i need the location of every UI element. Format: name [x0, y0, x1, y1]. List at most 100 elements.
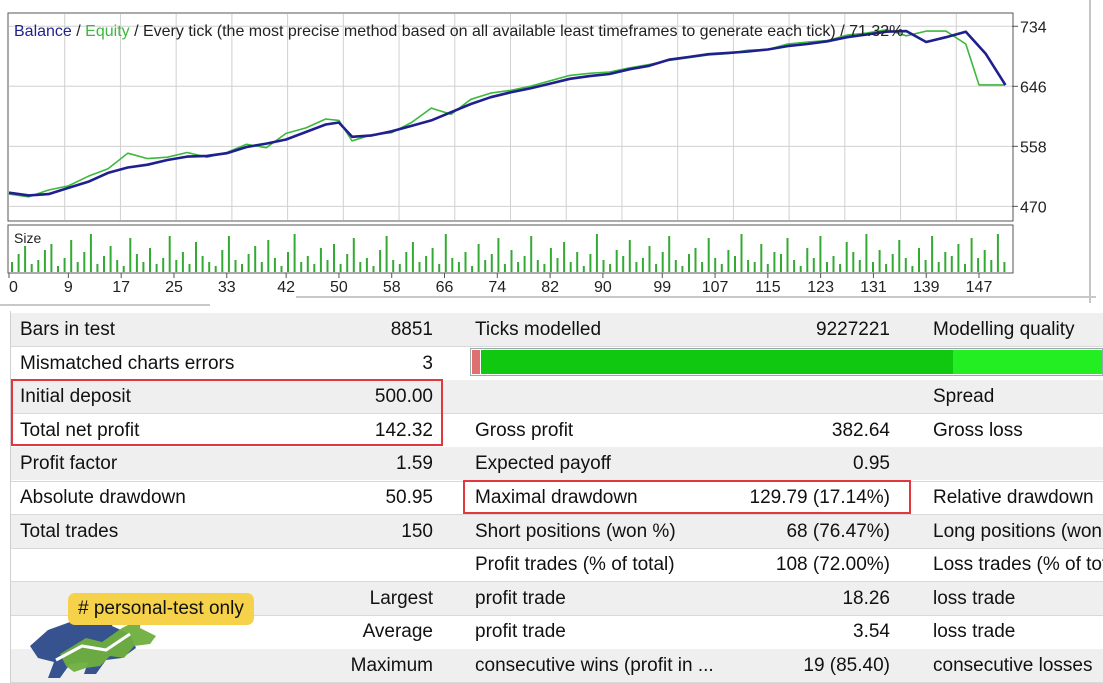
row-label-2: profit trade: [475, 587, 566, 609]
row-label-3: [933, 447, 1103, 480]
x-tick-label: 90: [594, 279, 612, 296]
row-label-3: Gross loss: [933, 419, 1023, 441]
y-tick-label: 646: [1020, 79, 1047, 96]
chart-legend: Balance / Equity / Every tick (the most …: [14, 23, 903, 40]
row-label-3: Loss trades (% of total): [933, 554, 1103, 576]
report-row: Profit trades (% of total) 108 (72.00%) Lo…: [10, 548, 1103, 581]
row-label-3: loss trade: [933, 587, 1016, 609]
row-value-2: 18.26: [842, 587, 890, 609]
x-tick-label: 107: [702, 279, 729, 296]
main-plot-frame: [7, 12, 1014, 222]
watermark-tag: # personal-test only: [68, 593, 254, 625]
chart-background: [0, 0, 1092, 303]
row-label: Mismatched charts errors: [20, 352, 235, 374]
chart-report-separator: [0, 304, 210, 306]
row-label-3: Spread: [933, 386, 995, 408]
row-divider: [10, 346, 1103, 348]
row-label-3: consecutive losses: [933, 655, 1093, 676]
logo-arrow-icon: [55, 632, 131, 662]
highlight-maximal-drawdown: [463, 480, 911, 514]
row-label-2: Gross profit: [475, 419, 574, 441]
row-label: Bars in test: [20, 319, 116, 340]
row-value: Largest: [369, 587, 433, 609]
row-divider: [10, 547, 1103, 549]
row-label: Absolute drawdown: [20, 487, 186, 508]
modelling-quality-light-segment: [953, 350, 1102, 374]
legend-description: / Every tick (the most precise method ba…: [130, 23, 904, 40]
modelling-quality-bar: [470, 348, 1103, 376]
row-label-2: Short positions (won %): [475, 520, 676, 542]
row-value: 142.32: [374, 419, 433, 441]
row-label-3: Relative drawdown: [933, 487, 1094, 508]
row-value-2: 9227221: [816, 319, 890, 340]
row-value: [240, 548, 433, 581]
row-label: Total net profit: [20, 419, 140, 441]
legend-separator: /: [72, 23, 85, 40]
row-value: 1.59: [396, 453, 433, 475]
row-divider: [10, 614, 1103, 616]
x-tick-label: 82: [541, 279, 559, 296]
x-tick-label: 123: [807, 279, 834, 296]
chart-report-separator-right: [296, 296, 1096, 298]
report-row: Average profit trade 3.54 loss trade: [10, 615, 1103, 648]
x-tick-label: 99: [653, 279, 671, 296]
row-value-2: 68 (76.47%): [786, 520, 890, 542]
x-tick-label: 74: [488, 279, 506, 296]
row-value: Maximum: [350, 655, 433, 676]
chart-series: [8, 28, 1007, 198]
legend-equity: Equity: [85, 23, 129, 40]
report-row: Profit factor 1.59 Expected payoff 0.95: [10, 447, 1103, 481]
row-label: Total trades: [20, 520, 119, 542]
row-label: Initial deposit: [20, 386, 131, 408]
modelling-quality-dark-segment: [481, 350, 953, 374]
row-label-2: consecutive wins (profit in ...: [475, 655, 714, 676]
row-value-2: [690, 380, 890, 413]
legend-balance: Balance: [14, 23, 72, 40]
balance-line: [8, 29, 1007, 197]
y-axis-ticks: 734 646 558 470: [1012, 19, 1047, 216]
row-value-2: 0.95: [853, 453, 890, 475]
report-row: Maximum consecutive wins (profit in ... 19…: [10, 649, 1103, 682]
x-tick-label: 17: [112, 279, 130, 296]
row-value-2: 19 (85.40): [803, 655, 890, 676]
row-label-3: loss trade: [933, 621, 1016, 643]
report-row: Total net profit 142.32 Gross profit 382.64…: [10, 414, 1103, 447]
x-tick-label: 131: [860, 279, 887, 296]
report-row: Initial deposit 500.00 Spread: [10, 380, 1103, 414]
row-value: 8851: [390, 319, 433, 340]
x-tick-label: 50: [330, 279, 348, 296]
y-tick-label: 734: [1020, 19, 1047, 36]
row-value: 50.95: [385, 487, 433, 508]
x-tick-label: 9: [64, 279, 73, 296]
row-label-2: Ticks modelled: [475, 319, 602, 340]
y-tick-label: 470: [1020, 199, 1047, 216]
report-row: Total trades 150 Short positions (won %) 68…: [10, 514, 1103, 548]
y-tick-label: 558: [1020, 139, 1047, 156]
bull-bear-logo: [30, 612, 156, 678]
row-label-3: Modelling quality: [933, 319, 1075, 340]
report-row: Absolute drawdown 50.95 Maximal drawdown 12…: [10, 481, 1103, 514]
x-tick-label: 25: [165, 279, 183, 296]
x-axis-ticks: 0 9 17 25 33 42 50 58 66 74 82 90 99 107 115 123 131 139 1…: [8, 273, 993, 296]
x-tick-label: 0: [9, 279, 18, 296]
row-value: Average: [362, 621, 433, 643]
balance-equity-chart: 734 646 558 470 0 9 17 25 33 42 50 58 66 74 82 90 99 107…: [0, 0, 1092, 303]
x-tick-label: 115: [755, 279, 781, 296]
x-tick-label: 147: [966, 279, 993, 296]
row-label-3: Long positions (won %): [933, 520, 1103, 542]
row-value-2: 3.54: [853, 621, 890, 643]
row-label-2: Expected payoff: [475, 453, 611, 475]
row-divider: [10, 413, 1103, 415]
row-value-2: 129.79 (17.14%): [749, 487, 891, 508]
report-row: Mismatched charts errors 3: [10, 347, 1103, 380]
bull-silhouette-icon: [60, 612, 156, 672]
row-value: 3: [422, 352, 433, 374]
row-value-2: 382.64: [831, 419, 890, 441]
report-row: Bars in test 8851 Ticks modelled 9227221 Mod…: [10, 313, 1103, 346]
row-value: 150: [401, 520, 433, 542]
row-label-2: profit trade: [475, 621, 566, 643]
row-label-2: Maximal drawdown: [475, 487, 638, 508]
table-left-border: [10, 311, 11, 683]
modelling-quality-mismatch-segment: [472, 350, 480, 374]
size-label: Size: [14, 230, 41, 246]
